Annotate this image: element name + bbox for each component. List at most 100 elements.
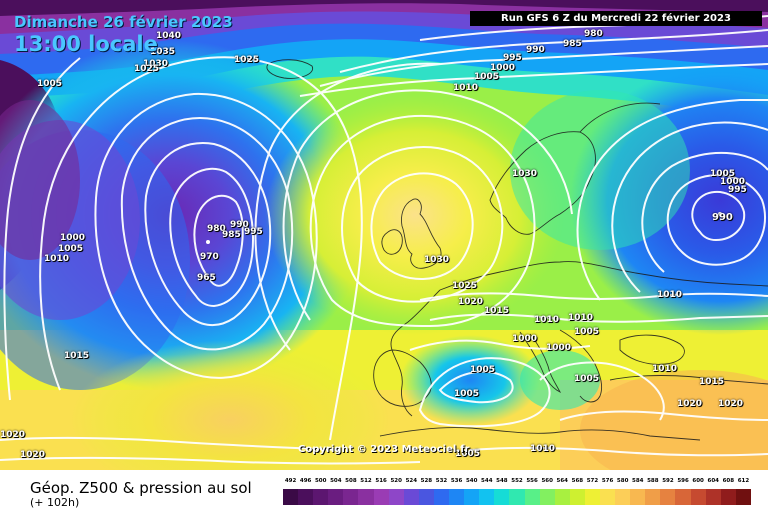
scale-swatch bbox=[388, 489, 404, 505]
isobar-label: 1010 bbox=[453, 83, 479, 93]
isobar-label: 980 bbox=[584, 29, 603, 39]
isobar-label: 980 bbox=[207, 224, 226, 234]
scale-swatch bbox=[645, 489, 661, 505]
scale-tick-label: 604 bbox=[707, 478, 719, 484]
scale-swatch bbox=[283, 489, 299, 505]
isobar-label: 990 bbox=[526, 45, 545, 55]
isobar-label: 1000 bbox=[546, 343, 572, 353]
isobar-label: 1040 bbox=[156, 31, 182, 41]
scale-tick-label: 596 bbox=[677, 478, 689, 484]
isobar-lines bbox=[0, 15, 768, 465]
isobar-label: 1010 bbox=[530, 444, 556, 454]
isobar-label: 1010 bbox=[44, 254, 70, 264]
scale-swatch bbox=[418, 489, 434, 505]
scale-tick-label: 524 bbox=[405, 478, 418, 484]
scale-tick-label: 572 bbox=[586, 478, 599, 484]
scale-tick-label: 552 bbox=[511, 478, 523, 484]
isobar-label: 1025 bbox=[134, 64, 160, 74]
isobar-label: 1020 bbox=[0, 430, 26, 440]
scale-tick-label: 528 bbox=[420, 478, 433, 484]
scale-tick-label: 508 bbox=[345, 478, 357, 484]
isobar-label: 1005 bbox=[574, 374, 600, 384]
scale-tick-label: 556 bbox=[526, 478, 538, 484]
scale-tick-label: 532 bbox=[435, 478, 448, 484]
isobar-label: 1005 bbox=[474, 72, 500, 82]
isobar-label: 1005 bbox=[37, 79, 63, 89]
legend-panel: Géop. Z500 & pression au sol (+ 102h) 49… bbox=[0, 470, 768, 512]
scale-tick-label: 548 bbox=[496, 478, 508, 484]
isobar-label: 970 bbox=[200, 252, 219, 262]
scale-tick-label: 516 bbox=[375, 478, 387, 484]
forecast-date: Dimanche 26 février 2023 bbox=[14, 13, 233, 31]
scale-swatch bbox=[494, 489, 510, 505]
scale-swatch bbox=[449, 489, 465, 505]
scale-swatch bbox=[705, 489, 721, 505]
scale-tick-label: 520 bbox=[390, 478, 402, 484]
scale-tick-label: 568 bbox=[571, 478, 584, 484]
scale-swatch bbox=[630, 489, 646, 505]
pressure-centers bbox=[206, 212, 722, 244]
isobar-label: 1005 bbox=[574, 327, 600, 337]
isobar-label: 995 bbox=[728, 185, 747, 195]
scale-swatch bbox=[735, 489, 751, 505]
isobar-label: 1015 bbox=[484, 306, 510, 316]
scale-swatch bbox=[539, 489, 555, 505]
scale-tick-label: 592 bbox=[662, 478, 674, 484]
scale-tick-label: 500 bbox=[314, 478, 327, 484]
isobar-label: 1005 bbox=[454, 389, 480, 399]
legend-subtitle: (+ 102h) bbox=[30, 496, 80, 509]
isobar-label: 1005 bbox=[455, 449, 481, 459]
isobar-label: 1020 bbox=[20, 450, 46, 460]
isobar-label: 1000 bbox=[60, 233, 86, 243]
isobar-label: 995 bbox=[503, 53, 522, 63]
forecast-time: 13:00 locale bbox=[14, 32, 158, 56]
copyright-notice: Copyright © 2023 Meteociel.fr bbox=[298, 444, 470, 455]
isobar-label: 1020 bbox=[677, 399, 703, 409]
isobar-label: 990 bbox=[230, 220, 249, 230]
isobar-label: 1005 bbox=[710, 169, 736, 179]
isobar-label: 1030 bbox=[512, 169, 538, 179]
isobar-label: 1015 bbox=[64, 351, 90, 361]
scale-swatch bbox=[479, 489, 495, 505]
scale-tick-label: 588 bbox=[647, 478, 659, 484]
scale-tick-label: 540 bbox=[465, 478, 478, 484]
scale-tick-label: 504 bbox=[330, 478, 342, 484]
scale-swatch bbox=[524, 489, 540, 505]
isobar-label: 1000 bbox=[512, 334, 538, 344]
map-canvas bbox=[0, 0, 768, 470]
color-scale-bar bbox=[283, 489, 751, 505]
scale-tick-label: 612 bbox=[737, 478, 750, 484]
isobar-label: 1030 bbox=[143, 59, 169, 69]
scale-swatch bbox=[569, 489, 585, 505]
scale-tick-label: 576 bbox=[601, 478, 614, 484]
isobar-label: 1010 bbox=[534, 315, 560, 325]
isobar-label: 1035 bbox=[150, 47, 176, 57]
scale-swatch bbox=[328, 489, 344, 505]
scale-swatch bbox=[554, 489, 570, 505]
scale-swatch bbox=[599, 489, 616, 505]
color-scale: 492 496 500 504 508 512 516 520 524 528 532 536 540 5… bbox=[283, 478, 751, 508]
isobar-label: 990 bbox=[712, 212, 733, 223]
scale-tick-label: 608 bbox=[722, 478, 735, 484]
isobar-label: 1000 bbox=[720, 177, 746, 187]
scale-tick-label: 600 bbox=[692, 478, 704, 484]
scale-tick-label: 544 bbox=[481, 478, 493, 484]
scale-swatch bbox=[343, 489, 359, 505]
scale-swatch bbox=[509, 489, 525, 505]
scale-tick-label: 512 bbox=[360, 478, 372, 484]
scale-swatch bbox=[433, 489, 450, 505]
scale-tick-label: 536 bbox=[450, 478, 463, 484]
scale-swatch bbox=[690, 489, 706, 505]
isobar-label: 1005 bbox=[470, 365, 496, 375]
scale-swatch bbox=[373, 489, 389, 505]
scale-swatch bbox=[403, 489, 419, 505]
scale-swatch bbox=[675, 489, 691, 505]
model-run-label: Run GFS 6 Z du Mercredi 22 février 2023 bbox=[470, 11, 762, 26]
scale-swatch bbox=[313, 489, 329, 505]
isobar-label: 1030 bbox=[424, 255, 450, 265]
scale-swatch bbox=[720, 489, 736, 505]
scale-swatch bbox=[298, 489, 314, 505]
legend-title: Géop. Z500 & pression au sol bbox=[30, 479, 252, 497]
isobar-label: 1025 bbox=[234, 55, 260, 65]
scale-swatch bbox=[660, 489, 676, 505]
